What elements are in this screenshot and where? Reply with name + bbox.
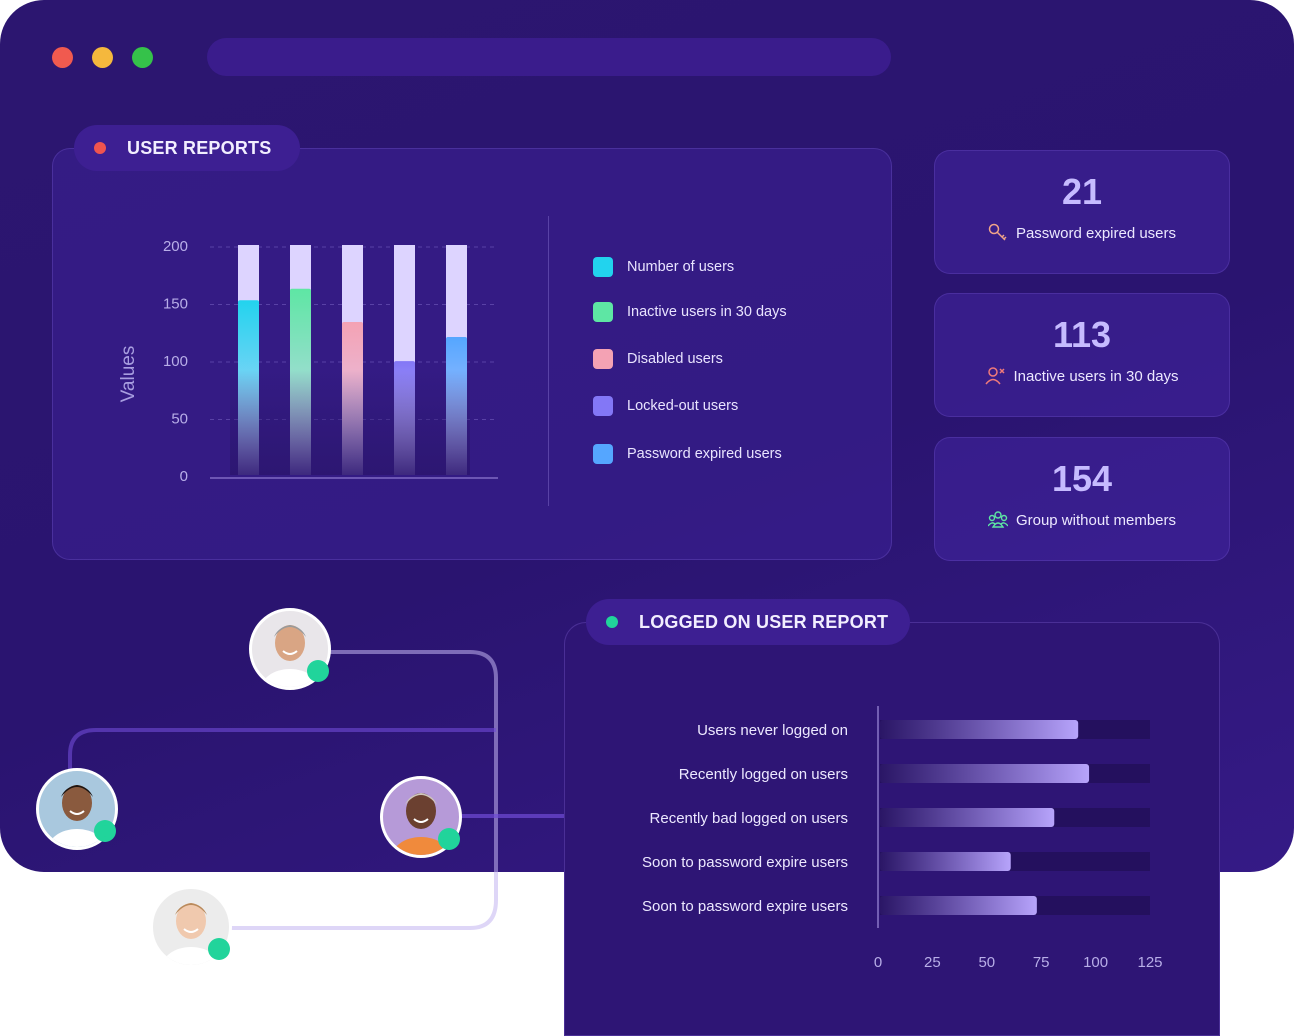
stat-label: Inactive users in 30 days — [1013, 367, 1179, 385]
user-reports-header: USER REPORTS — [74, 125, 300, 171]
legend-item: Disabled users — [593, 349, 723, 369]
category-label: Recently logged on users — [679, 766, 848, 783]
x-tick-label: 75 — [1033, 954, 1050, 971]
x-tick-label: 0 — [874, 954, 882, 971]
stat-label-row: Password expired users — [935, 223, 1229, 243]
stat-value: 21 — [1061, 171, 1103, 212]
x-tick-label: 100 — [1083, 954, 1108, 971]
legend-item: Password expired users — [593, 444, 782, 464]
bar-fade-overlay — [230, 370, 470, 475]
stat-label: Group without members — [1015, 511, 1177, 529]
logged-on-chart: Users never logged on Recently logged on … — [642, 706, 1163, 971]
stat-label-row: Inactive users in 30 days — [935, 366, 1229, 386]
logged-on-report-panel — [564, 622, 1220, 1036]
y-tick-label: 100 — [163, 353, 188, 370]
y-tick-label: 200 — [163, 238, 188, 255]
legend-swatch — [593, 349, 613, 369]
stat-card[interactable]: 154 Group without members — [934, 437, 1230, 561]
category-label: Soon to password expire users — [642, 854, 848, 871]
status-dot — [606, 616, 618, 628]
key-icon — [988, 223, 1007, 241]
stat-card[interactable]: 113 Inactive users in 30 days — [934, 293, 1230, 417]
bar — [880, 764, 1090, 783]
user-reports-title: USER REPORTS — [127, 137, 272, 158]
category-label: Soon to password expire users — [642, 898, 848, 915]
legend-label: Disabled users — [627, 351, 723, 367]
avatar-man-gray-hair[interactable] — [249, 608, 331, 690]
online-status-indicator — [208, 938, 230, 960]
user-remove-icon — [985, 367, 1005, 385]
bar — [880, 852, 1011, 871]
legend-swatch — [593, 396, 613, 416]
legend-label: Inactive users in 30 days — [627, 304, 787, 320]
group-icon — [987, 511, 1008, 528]
online-status-indicator — [438, 828, 460, 850]
legend-label: Password expired users — [627, 446, 782, 462]
address-bar[interactable] — [207, 38, 891, 76]
stat-label: Password expired users — [1015, 224, 1177, 242]
legend-label: Number of users — [627, 259, 735, 275]
legend-label: Locked-out users — [627, 398, 739, 414]
x-tick-label: 50 — [978, 954, 995, 971]
bar — [880, 896, 1037, 915]
y-tick-label: 50 — [171, 411, 188, 428]
close-window-button[interactable] — [52, 47, 73, 68]
stat-card[interactable]: 21 Password expired users — [934, 150, 1230, 274]
status-dot — [94, 142, 106, 154]
legend-item: Locked-out users — [593, 396, 738, 416]
legend-swatch — [593, 257, 613, 277]
online-status-indicator — [307, 660, 329, 682]
x-tick-label: 125 — [1137, 954, 1162, 971]
bar — [880, 808, 1055, 827]
stat-label-row: Group without members — [935, 510, 1229, 530]
stat-value: 154 — [1051, 458, 1113, 499]
maximize-window-button[interactable] — [132, 47, 153, 68]
y-tick-label: 0 — [180, 468, 188, 485]
category-label: Users never logged on — [697, 722, 848, 739]
user-reports-panel — [52, 148, 892, 560]
y-tick-label: 150 — [163, 296, 188, 313]
category-label: Recently bad logged on users — [650, 810, 848, 827]
user-reports-chart: 200 150 100 50 0 Values — [118, 238, 498, 485]
chart-legend-divider — [548, 216, 549, 506]
logged-on-report-header: LOGGED ON USER REPORT — [586, 599, 910, 645]
legend-swatch — [593, 444, 613, 464]
legend-item: Inactive users in 30 days — [593, 302, 787, 322]
app-window: USER REPORTS 200 150 100 50 0 Values Number o… — [0, 0, 1294, 872]
x-tick-label: 25 — [924, 954, 941, 971]
online-status-indicator — [94, 820, 116, 842]
bar — [880, 720, 1079, 739]
y-axis-label: Values — [118, 346, 139, 403]
logged-on-report-title: LOGGED ON USER REPORT — [639, 611, 889, 632]
minimize-window-button[interactable] — [92, 47, 113, 68]
legend-swatch — [593, 302, 613, 322]
legend-item: Number of users — [593, 257, 734, 277]
stat-value: 113 — [1052, 314, 1112, 355]
